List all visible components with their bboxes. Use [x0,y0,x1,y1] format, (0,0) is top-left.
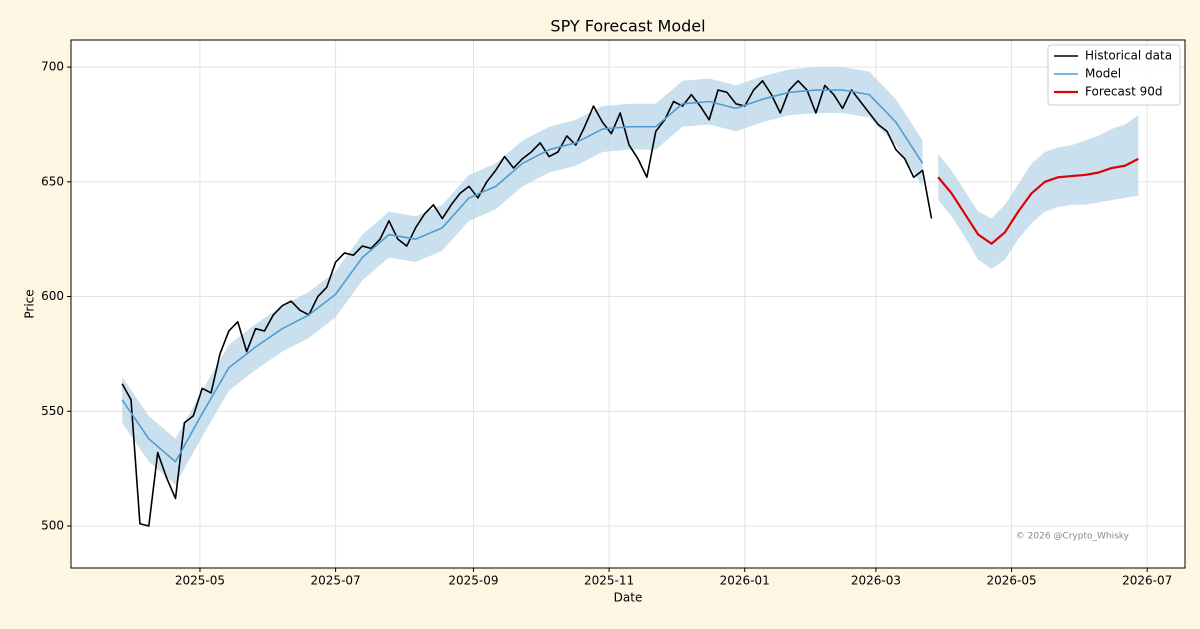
confidence-band [938,115,1139,270]
y-tick-label: 550 [41,404,64,418]
plot-frame [70,39,1186,569]
x-tick-label: 2025-07 [311,574,361,588]
x-tick-label: 2025-09 [448,574,498,588]
series-line [937,157,1139,245]
x-axis-label: Date [614,591,643,605]
series-line [121,89,924,463]
legend-box [1047,44,1181,106]
series-line [121,80,933,527]
chart-title: SPY Forecast Model [550,17,705,36]
y-tick-label: 650 [41,174,64,188]
x-tick-label: 2025-11 [584,574,634,588]
x-tick-label: 2026-01 [720,574,770,588]
legend-label: Forecast 90d [1085,85,1162,99]
x-tick-label: 2026-03 [851,574,901,588]
y-axis-label: Price [23,289,37,318]
legend-label: Model [1085,67,1121,81]
watermark: © 2026 @Crypto_Whisky [1016,532,1130,542]
x-tick-label: 2026-07 [1122,574,1172,588]
y-tick-label: 500 [41,519,64,533]
x-tick-label: 2026-05 [986,574,1036,588]
y-tick-label: 700 [41,60,64,74]
legend-label: Historical data [1085,49,1172,63]
y-tick-label: 600 [41,289,64,303]
x-tick-label: 2025-05 [175,574,225,588]
